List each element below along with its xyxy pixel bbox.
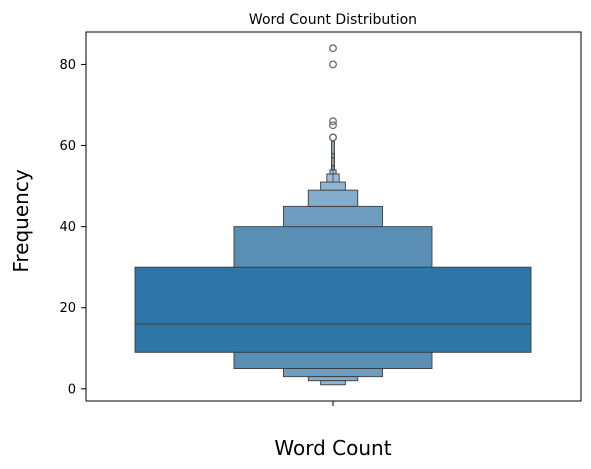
x-axis-label: Word Count	[274, 436, 391, 460]
y-tick-label: 40	[59, 220, 76, 235]
boxen-box-level-4-lower	[320, 380, 346, 386]
y-tick-label: 0	[68, 382, 76, 397]
boxen-box-level-2-upper	[283, 205, 383, 228]
y-tick-label: 80	[59, 58, 76, 73]
y-tick-label: 20	[59, 301, 76, 316]
outlier-point	[329, 133, 337, 142]
chart-title: Word Count Distribution	[249, 12, 417, 28]
outlier-point	[329, 121, 337, 130]
boxen-box-level-3-upper	[307, 189, 359, 207]
boxen-box-level-0	[134, 266, 532, 353]
boxen-box-level-1-upper	[233, 226, 433, 268]
boxen-box-level-2-lower	[283, 368, 383, 378]
outlier-point	[329, 60, 337, 69]
y-axis-label: Frequency	[9, 169, 33, 272]
y-tick-label: 60	[59, 139, 76, 154]
boxen-box-level-3-lower	[307, 376, 359, 382]
y-axis: 0 20 40 60 80	[59, 58, 86, 397]
plot-area: 0 20 40 60 80	[59, 31, 582, 406]
boxen-box-level-4-upper	[320, 181, 346, 191]
outlier-layer	[329, 44, 337, 142]
boxen-box-level-1-lower	[233, 351, 433, 370]
boxes-layer	[134, 141, 532, 386]
outlier-point	[329, 117, 337, 126]
outlier-point	[329, 44, 337, 53]
